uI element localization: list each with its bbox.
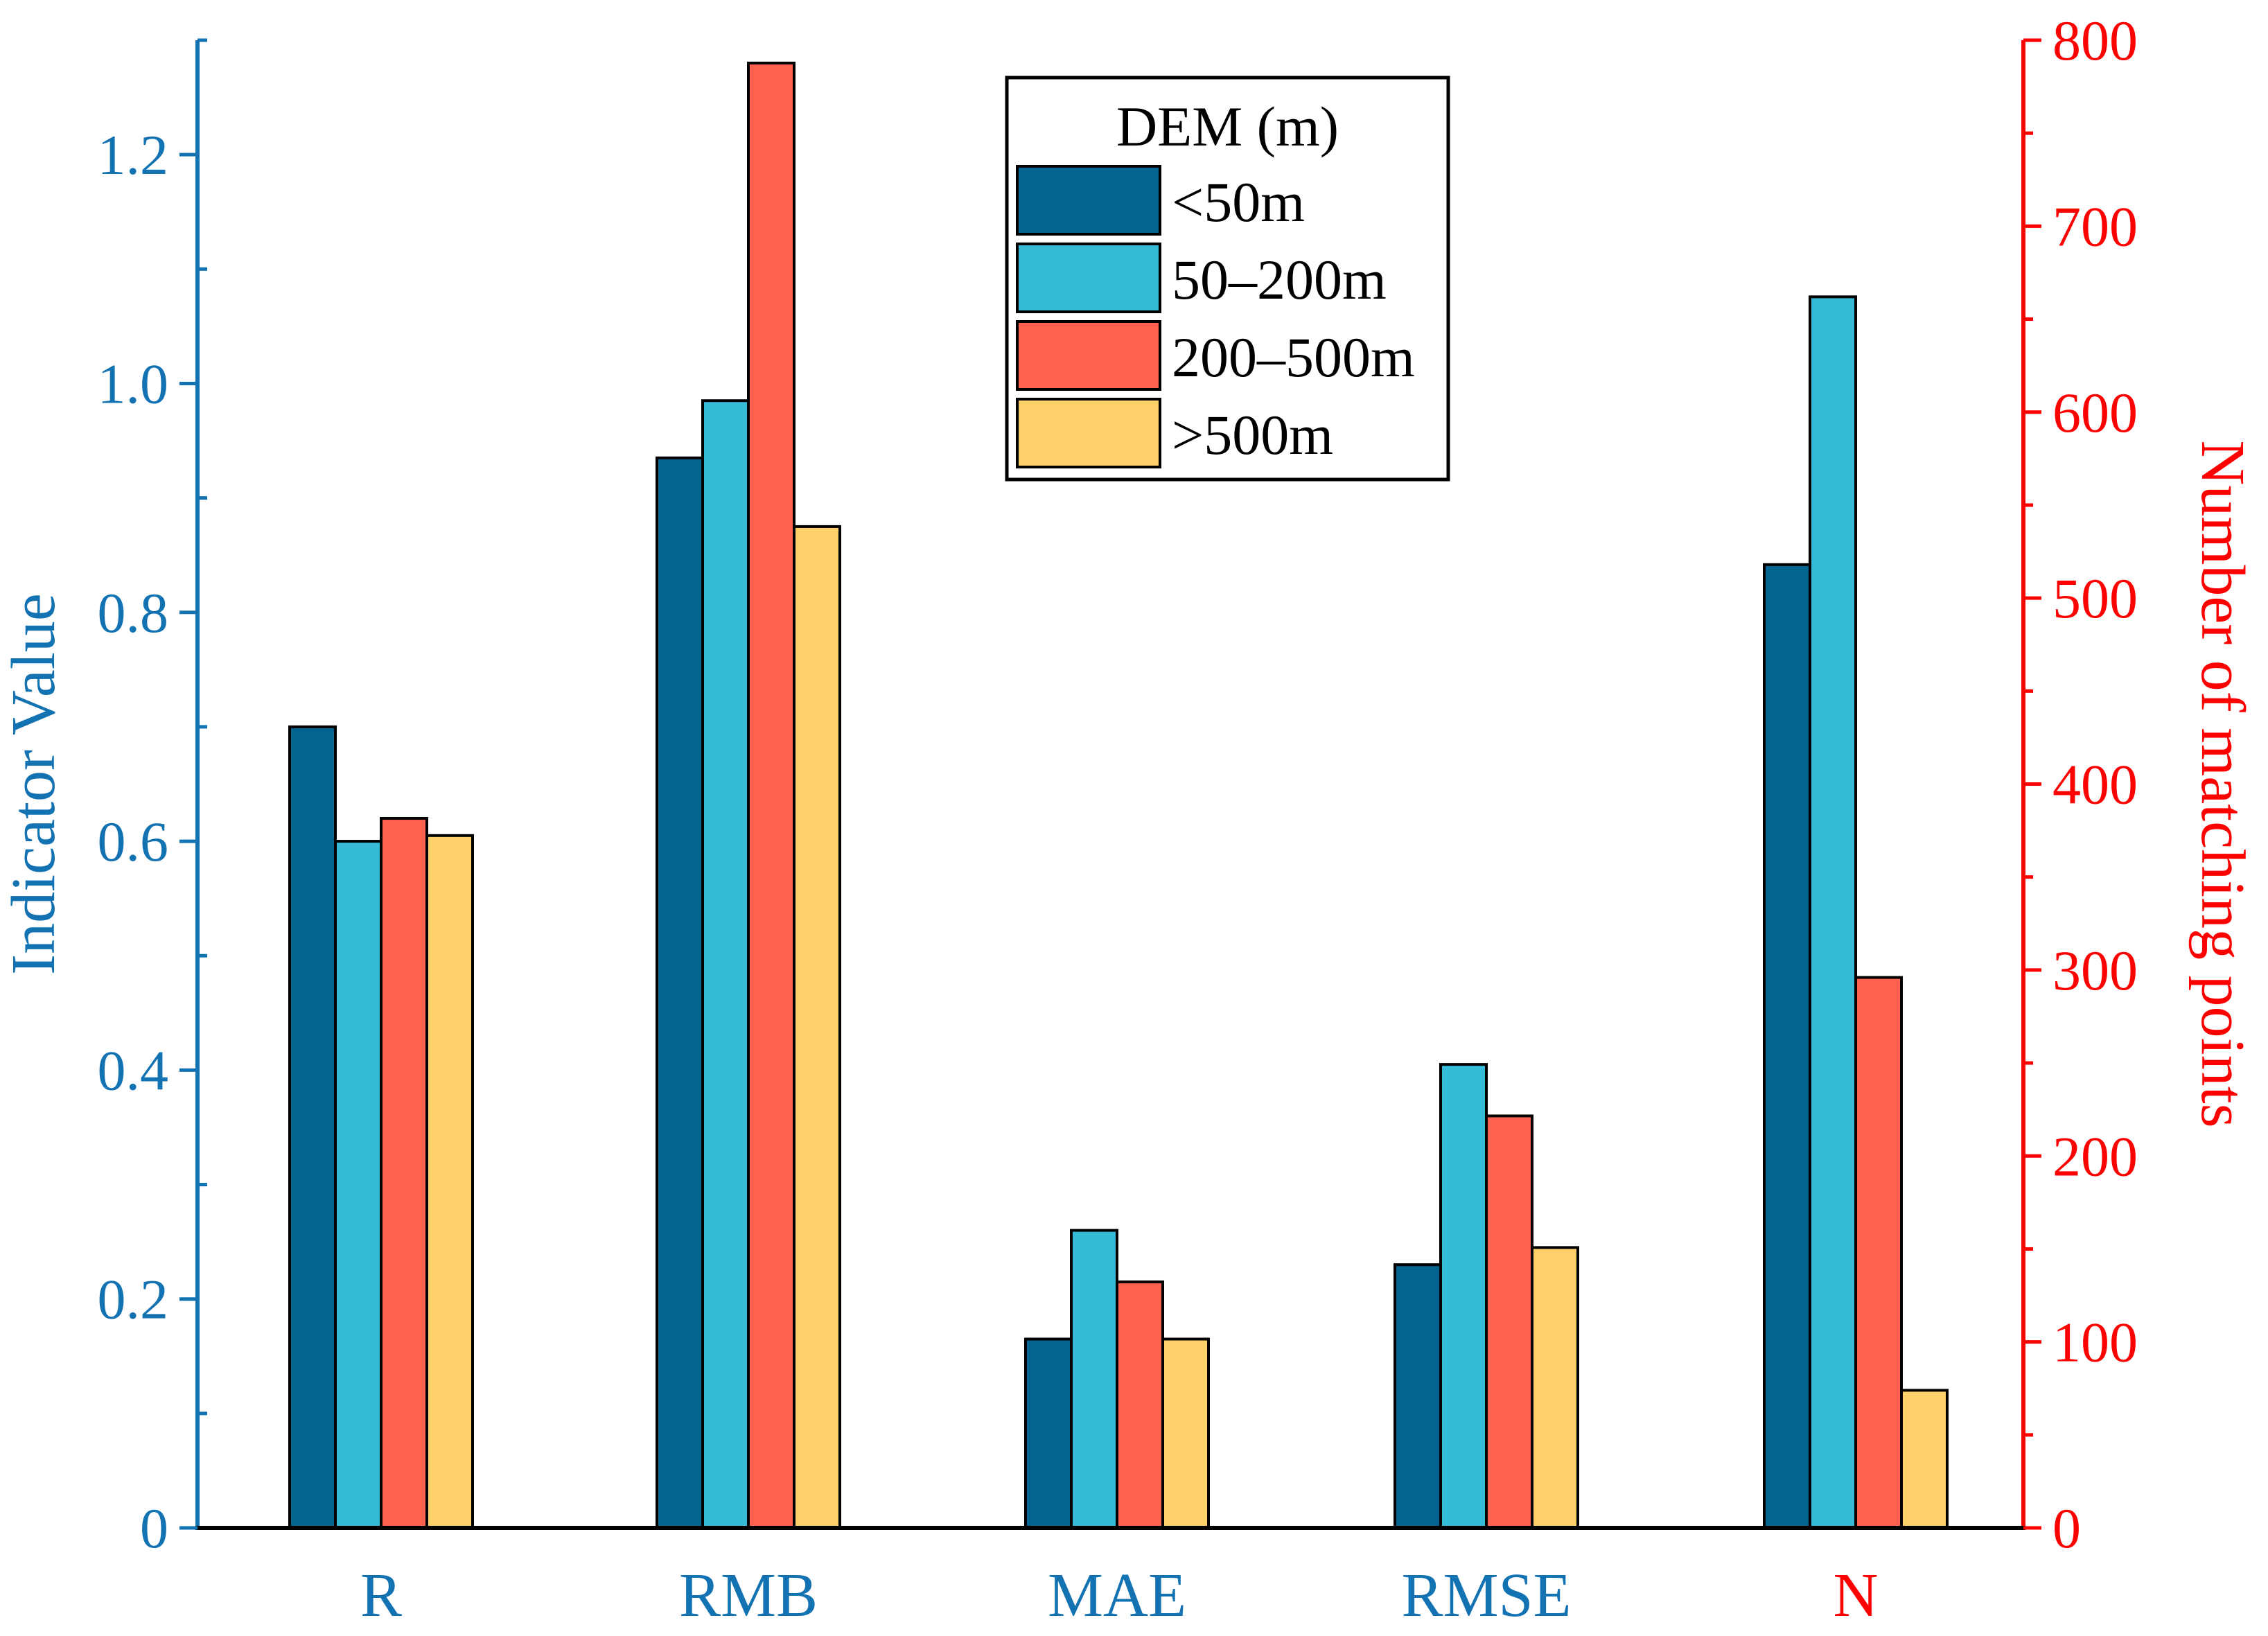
y-left-tick-label: 1.2 <box>98 123 169 186</box>
bar-r-series-2 <box>380 817 428 1529</box>
bar-rmse-series-0 <box>1394 1263 1442 1529</box>
x-category-label: MAE <box>1048 1561 1186 1630</box>
legend-swatch <box>1016 243 1161 313</box>
y-right-tick-label: 300 <box>2052 939 2138 1002</box>
bar-mae-series-2 <box>1116 1280 1164 1529</box>
bar-n-series-2 <box>1854 976 1903 1529</box>
bar-rmse-series-1 <box>1439 1063 1488 1529</box>
legend-label: >500m <box>1172 403 1333 466</box>
bar-r-series-3 <box>425 834 474 1529</box>
bar-rmse-series-3 <box>1531 1246 1579 1529</box>
y-left-tick-label: 1.0 <box>98 352 169 415</box>
legend-label: 50–200m <box>1172 248 1387 311</box>
x-category-label: RMB <box>679 1561 818 1630</box>
y-right-tick-label: 600 <box>2052 381 2138 444</box>
y-right-tick-label: 700 <box>2052 195 2138 258</box>
bar-rmse-series-2 <box>1485 1114 1533 1529</box>
y-right-tick-label: 0 <box>2052 1497 2081 1560</box>
y-axis-left-title: Indicator Value <box>0 593 68 975</box>
y-left-tick-label: 0.8 <box>98 581 169 644</box>
x-category-label: R <box>360 1561 402 1630</box>
y-right-tick-label: 100 <box>2052 1311 2138 1374</box>
y-right-tick-label: 800 <box>2052 9 2138 72</box>
bar-rmb-series-3 <box>793 525 841 1530</box>
legend-swatch <box>1016 398 1161 468</box>
y-axis-right-title: Number of matching points <box>2188 440 2257 1127</box>
bar-mae-series-0 <box>1024 1337 1073 1529</box>
bars-layer <box>288 62 1949 1530</box>
x-category-label: N <box>1834 1561 1879 1630</box>
axes-layer <box>179 38 2041 1530</box>
legend-label: 200–500m <box>1172 326 1415 389</box>
legend-label: <50m <box>1172 170 1305 234</box>
y-left-tick-label: 0.6 <box>98 810 169 873</box>
y-left-tick-label: 0.4 <box>98 1039 169 1102</box>
bar-r-series-1 <box>334 840 383 1529</box>
bar-r-series-0 <box>288 725 337 1529</box>
y-right-tick-label: 500 <box>2052 567 2138 630</box>
y-right-tick-label: 200 <box>2052 1125 2138 1188</box>
bar-rmb-series-0 <box>656 456 704 1529</box>
labels-layer: 0 0.2 0.4 0.6 0.8 1.0 1.2 0 100 200 300 400 500 600 70… <box>0 9 2257 1630</box>
bar-n-series-1 <box>1809 295 1857 1529</box>
bar-rmb-series-2 <box>747 62 795 1530</box>
legend: DEM (m) <50m 50–200m 200–500m >500m <box>1005 76 1450 482</box>
y-right-tick-label: 400 <box>2052 753 2138 816</box>
bar-mae-series-3 <box>1161 1337 1210 1529</box>
y-left-tick-label: 0 <box>140 1497 168 1560</box>
bar-rmb-series-1 <box>701 399 750 1529</box>
legend-swatch <box>1016 320 1161 391</box>
legend-title: DEM (m) <box>1116 95 1339 158</box>
bar-n-series-3 <box>1900 1389 1949 1529</box>
bar-mae-series-1 <box>1070 1229 1118 1529</box>
bar-n-series-0 <box>1763 563 1811 1529</box>
legend-swatch <box>1016 165 1161 236</box>
y-left-tick-label: 0.2 <box>98 1268 169 1331</box>
x-category-label: RMSE <box>1401 1561 1571 1630</box>
